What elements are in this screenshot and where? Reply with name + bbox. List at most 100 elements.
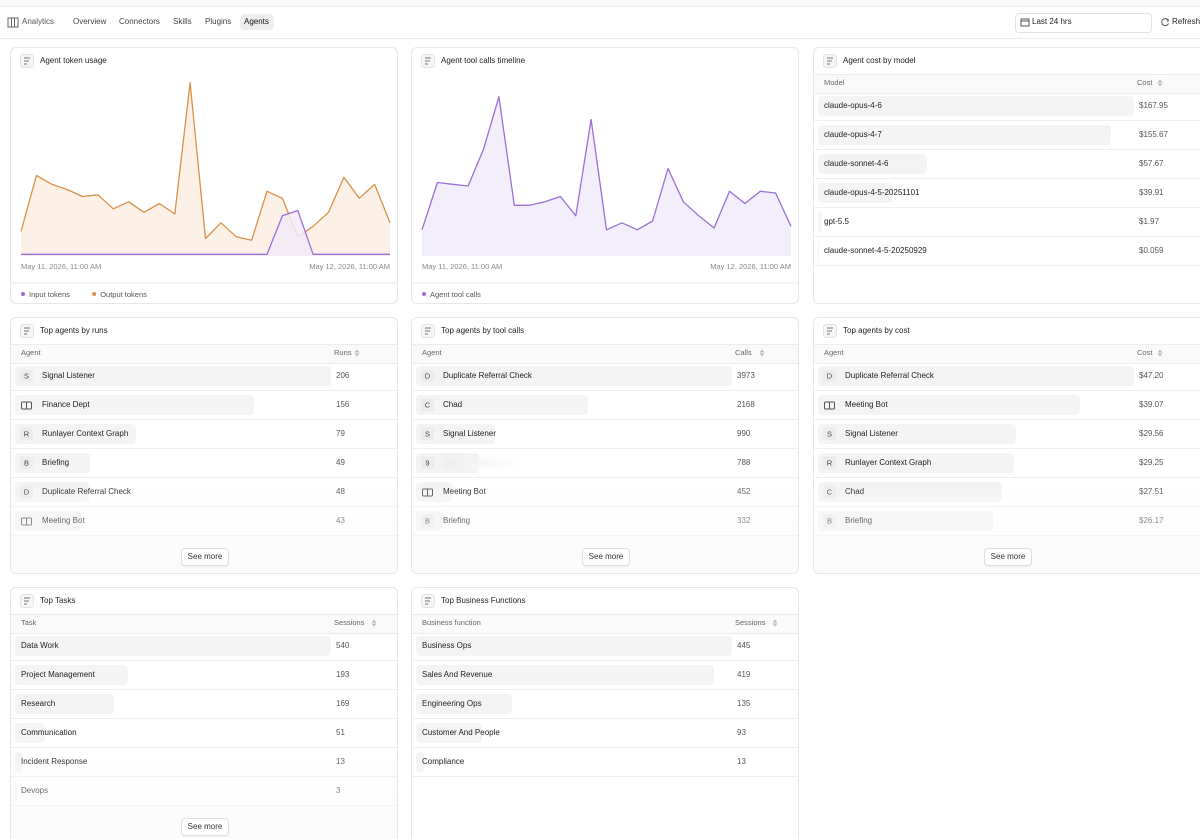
refresh-icon[interactable] <box>1160 17 1170 27</box>
row-label[interactable]: Customer And People <box>422 728 500 737</box>
nav-tab[interactable]: Plugins <box>205 17 232 26</box>
sort-icon[interactable] <box>371 619 377 627</box>
row-divider <box>814 178 1200 179</box>
card-title: Top Tasks <box>40 596 76 605</box>
brand-icon <box>7 17 19 28</box>
row-label[interactable]: claude-opus-4-6 <box>824 101 882 110</box>
row-bar <box>15 694 114 714</box>
row-value: 79 <box>336 429 345 438</box>
agent-badge: D <box>421 369 434 383</box>
row-divider <box>412 419 798 420</box>
row-value: 445 <box>737 641 751 650</box>
see-more-button[interactable]: See more <box>181 818 229 836</box>
row-divider <box>412 477 798 478</box>
range-picker[interactable] <box>1015 13 1152 33</box>
column-header: Sessions <box>334 618 365 627</box>
row-value: $57.67 <box>1139 159 1164 168</box>
row-label[interactable]: Sales And Revenue <box>422 670 493 679</box>
agent-badge: B <box>20 456 33 470</box>
row-divider <box>814 390 1200 391</box>
row-divider <box>11 747 397 748</box>
row-label[interactable]: Runlayer Context Graph <box>845 458 932 467</box>
see-more-button[interactable]: See more <box>984 548 1032 566</box>
sort-icon[interactable] <box>354 349 360 357</box>
sort-glyph <box>759 349 765 357</box>
row-divider <box>814 236 1200 237</box>
row-label[interactable]: claude-opus-4-7 <box>824 130 882 139</box>
agent-badge: S <box>421 427 434 441</box>
area <box>21 210 390 256</box>
nav-tab[interactable]: Overview <box>73 17 107 26</box>
row-bar <box>416 694 512 714</box>
nav-tab[interactable]: Connectors <box>119 17 160 26</box>
card: Agent cost by model Model Cost claude-opus-… <box>813 47 1200 304</box>
row-divider <box>11 718 397 719</box>
row-label[interactable]: Chad <box>443 400 463 409</box>
card-title: Top agents by runs <box>40 326 108 335</box>
row-divider <box>814 477 1200 478</box>
row-label[interactable]: Business Ops <box>422 641 472 650</box>
see-more-button[interactable]: See more <box>181 548 229 566</box>
row-label[interactable]: Briefing <box>42 458 70 467</box>
row-label[interactable]: Duplicate Referral Check <box>845 371 934 380</box>
sort-glyph <box>772 619 778 627</box>
row-value: 990 <box>737 429 751 438</box>
sort-icon[interactable] <box>772 619 778 627</box>
row-bar <box>416 424 495 444</box>
agent-badge: D <box>823 369 836 383</box>
row-label[interactable]: Compliance <box>422 757 465 766</box>
row-value: 206 <box>336 371 350 380</box>
card-icon <box>421 324 435 338</box>
row-label[interactable]: Signal Listener <box>42 371 95 380</box>
row-label[interactable]: Data Work <box>21 641 59 650</box>
range-label[interactable]: Last 24 hrs <box>1032 17 1072 26</box>
row-value: 419 <box>737 670 751 679</box>
calendar-icon <box>1020 18 1030 27</box>
column-header: Model <box>824 78 845 87</box>
row-label[interactable]: Duplicate Referral Check <box>443 371 532 380</box>
card-title: Agent cost by model <box>843 56 916 65</box>
sort-icon[interactable] <box>759 349 765 357</box>
row-bar <box>818 366 1134 386</box>
column-header: Sessions <box>735 618 766 627</box>
nav-tab[interactable]: Skills <box>173 17 192 26</box>
chart: May 11, 2026, 11:00 AM May 12, 2026, 11:0… <box>412 96 798 299</box>
row-label[interactable]: claude-sonnet-4-6 <box>824 159 889 168</box>
row-label[interactable]: Research <box>21 699 56 708</box>
legend-label: Input tokens <box>29 290 70 299</box>
row-label[interactable]: Communication <box>21 728 77 737</box>
area <box>21 82 390 256</box>
row-label[interactable]: Meeting Bot <box>845 400 888 409</box>
row-label[interactable]: Runlayer Context Graph <box>42 429 129 438</box>
row-label[interactable]: Project Management <box>21 670 95 679</box>
agent-icon <box>21 401 32 409</box>
row-value: 49 <box>336 458 345 467</box>
row-label[interactable]: Signal Listener <box>443 429 496 438</box>
line <box>421 96 792 231</box>
row-divider <box>11 689 397 690</box>
row-label[interactable]: claude-sonnet-4-5-20250929 <box>824 246 927 255</box>
row-value: 156 <box>336 400 350 409</box>
refresh-button[interactable]: Refresh <box>1172 17 1200 26</box>
card: Top agents by runs Agent Runs S Signal Liste… <box>10 317 398 574</box>
card-icon <box>20 54 34 68</box>
row-label[interactable]: Signal Listener <box>845 429 898 438</box>
sort-icon[interactable] <box>1157 79 1163 87</box>
row-bar <box>818 183 894 203</box>
see-more-button[interactable]: See more <box>582 548 630 566</box>
sort-glyph <box>354 349 360 357</box>
row-divider <box>412 689 798 690</box>
card-title: Top Business Functions <box>441 596 526 605</box>
column-header: Calls <box>735 348 752 357</box>
row-label[interactable]: Finance Dept <box>42 400 90 409</box>
row-value: $29.56 <box>1139 429 1164 438</box>
row-label[interactable]: gpt-5.5 <box>824 217 849 226</box>
row-value: 51 <box>336 728 345 737</box>
nav-tab[interactable]: Agents <box>244 17 269 26</box>
sort-icon[interactable] <box>1157 349 1163 357</box>
row-bar <box>818 424 1016 444</box>
icon-glyph <box>425 57 431 65</box>
row-divider <box>412 747 798 748</box>
row-label[interactable]: Engineering Ops <box>422 699 482 708</box>
row-label[interactable]: claude-opus-4-5-20251101 <box>824 188 920 197</box>
